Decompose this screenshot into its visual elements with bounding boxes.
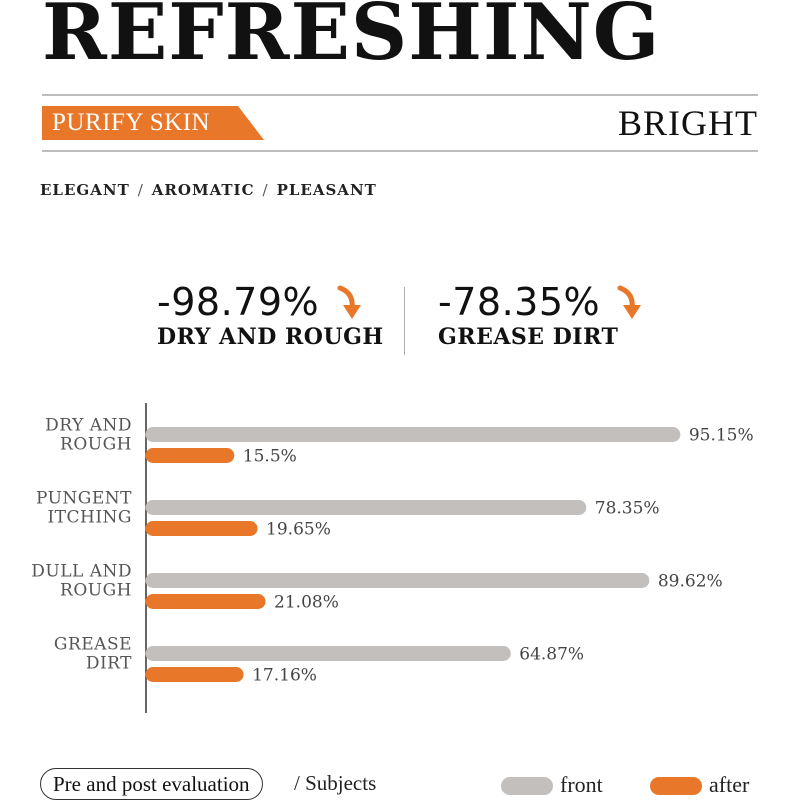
stat-divider <box>404 287 405 355</box>
stat-grease-value: -78.35% <box>438 280 601 324</box>
stat-dry-value: -98.79% <box>157 280 320 324</box>
footer-separator: / <box>294 771 300 795</box>
down-arrow-icon <box>337 285 361 319</box>
category-label: ROUGH <box>60 581 132 601</box>
top-rule <box>42 94 758 96</box>
bottom-rule <box>42 150 758 152</box>
data-label-front: 89.62% <box>658 572 723 592</box>
keyword-elegant: ELEGANT <box>40 181 130 199</box>
legend-front-swatch <box>501 777 553 795</box>
legend-front-label: front <box>560 772 603 797</box>
data-label-after: 17.16% <box>252 666 317 686</box>
purify-skin-ribbon <box>42 106 264 140</box>
data-label-after: 15.5% <box>243 447 297 467</box>
data-label-front: 95.15% <box>689 426 754 446</box>
ribbon-label: PURIFY SKIN <box>52 109 211 136</box>
subjects-label: / Subjects <box>294 768 376 798</box>
keyword-separator: / <box>137 181 144 199</box>
keyword-pleasant: PLEASANT <box>276 181 377 199</box>
keyword-separator: / <box>262 181 269 199</box>
data-label-front: 64.87% <box>519 645 584 665</box>
data-label-after: 21.08% <box>274 593 339 613</box>
down-arrow-icon <box>617 285 641 319</box>
category-label: PUNGENT <box>36 489 132 509</box>
category-label: GREASE <box>54 635 132 655</box>
bright-label: BRIGHT <box>618 103 758 143</box>
legend-after-swatch <box>650 777 702 795</box>
legend-after-label: after <box>709 772 750 797</box>
keywords-line: ELEGANT / AROMATIC / PLEASANT <box>40 181 377 199</box>
category-label: ITCHING <box>47 508 132 528</box>
footer-subjects: Subjects <box>305 771 377 795</box>
category-label: DRY AND <box>45 416 132 436</box>
page-headline: REFRESHING <box>42 0 661 78</box>
data-label-front: 78.35% <box>595 499 660 519</box>
stat-grease-label: GREASE DIRT <box>438 324 619 350</box>
category-label: ROUGH <box>60 435 132 455</box>
stat-dry-label: DRY AND ROUGH <box>157 324 384 350</box>
evaluation-pill: Pre and post evaluation <box>40 768 263 800</box>
category-label: DIRT <box>86 654 132 674</box>
category-label: DULL AND <box>31 562 132 582</box>
keyword-aromatic: AROMATIC <box>151 181 255 199</box>
data-label-after: 19.65% <box>266 520 331 540</box>
